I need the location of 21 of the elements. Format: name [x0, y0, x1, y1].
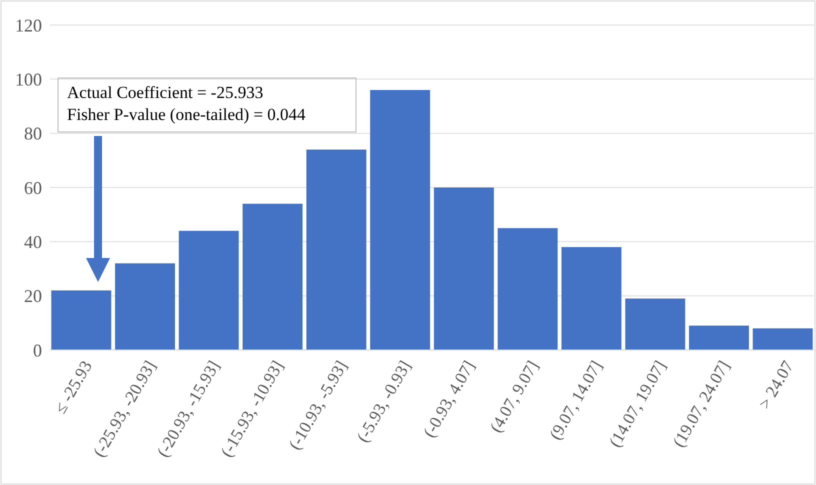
y-tick-label: 0	[33, 340, 42, 360]
annotation: Actual Coefficient = -25.933	[67, 83, 264, 102]
bar	[51, 290, 112, 350]
annotation: Fisher P-value (one-tailed) = 0.044	[67, 105, 306, 124]
y-tick-label: 80	[24, 124, 42, 144]
y-tick-label: 100	[15, 69, 42, 90]
bar	[178, 230, 239, 350]
bar	[370, 90, 430, 350]
bar	[561, 247, 622, 350]
bar	[689, 326, 749, 350]
y-tick-label: 40	[24, 232, 42, 252]
bar	[115, 263, 175, 350]
y-tick-label: 60	[24, 178, 42, 198]
bar	[242, 204, 303, 350]
bar	[434, 188, 494, 350]
y-tick-label: 120	[15, 15, 42, 36]
bar	[625, 298, 686, 350]
bar	[752, 328, 813, 350]
bar	[498, 228, 558, 350]
y-tick-label: 20	[24, 286, 42, 306]
bar	[306, 150, 366, 350]
